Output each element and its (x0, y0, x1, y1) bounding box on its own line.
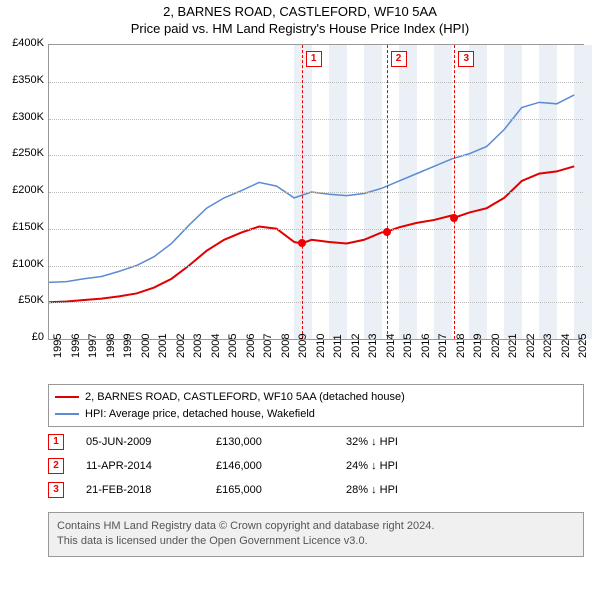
x-axis-label: 2011 (332, 334, 344, 358)
x-axis-label: 1998 (105, 334, 117, 358)
sale-delta: 32% ↓ HPI (346, 436, 398, 448)
gridline (49, 119, 583, 120)
x-axis-label: 2005 (227, 334, 239, 358)
gridline (49, 302, 583, 303)
x-axis-label: 2015 (402, 334, 414, 358)
sale-marker: 1 (306, 51, 322, 67)
sale-row: 3 21-FEB-2018£165,00028% ↓ HPI (48, 478, 584, 502)
sale-row: 1 05-JUN-2009£130,00032% ↓ HPI (48, 430, 584, 454)
title-line-1: 2, BARNES ROAD, CASTLEFORD, WF10 5AA (0, 4, 600, 21)
x-axis-label: 2021 (507, 334, 519, 358)
gridline (49, 192, 583, 193)
x-axis-label: 1999 (122, 334, 134, 358)
x-axis-label: 1995 (52, 334, 64, 358)
x-axis-label: 2009 (297, 334, 309, 358)
legend-swatch (55, 413, 79, 415)
legend-label: 2, BARNES ROAD, CASTLEFORD, WF10 5AA (de… (85, 389, 405, 406)
sale-price: £146,000 (216, 460, 346, 472)
x-axis-label: 2008 (280, 334, 292, 358)
sale-index: 1 (48, 434, 64, 450)
x-axis-label: 2020 (490, 334, 502, 358)
y-axis-label: £100K (0, 258, 46, 270)
sale-marker: 3 (458, 51, 474, 67)
gridline (49, 82, 583, 83)
y-axis-label: £200K (0, 184, 46, 196)
sale-marker: 2 (391, 51, 407, 67)
title-line-2: Price paid vs. HM Land Registry's House … (0, 21, 600, 38)
sale-date: 05-JUN-2009 (86, 436, 216, 448)
sale-delta: 24% ↓ HPI (346, 460, 398, 472)
x-axis-label: 2017 (437, 334, 449, 358)
y-axis-label: £350K (0, 74, 46, 86)
x-axis-label: 2018 (455, 334, 467, 358)
x-axis-label: 2023 (542, 334, 554, 358)
series-property (49, 166, 574, 302)
sale-price: £130,000 (216, 436, 346, 448)
chart-title: 2, BARNES ROAD, CASTLEFORD, WF10 5AA Pri… (0, 0, 600, 38)
x-axis-label: 2016 (420, 334, 432, 358)
footer-line-2: This data is licensed under the Open Gov… (57, 534, 575, 549)
x-axis-label: 2012 (350, 334, 362, 358)
x-axis-label: 1997 (87, 334, 99, 358)
x-axis-label: 2006 (245, 334, 257, 358)
legend-item-property: 2, BARNES ROAD, CASTLEFORD, WF10 5AA (de… (55, 389, 577, 406)
x-axis-label: 2007 (262, 334, 274, 358)
x-axis-label: 2000 (140, 334, 152, 358)
gridline (49, 229, 583, 230)
x-axis-label: 2004 (210, 334, 222, 358)
y-axis-label: £0 (0, 331, 46, 343)
x-axis-label: 2025 (577, 334, 589, 358)
x-axis-label: 2003 (192, 334, 204, 358)
y-axis-label: £300K (0, 111, 46, 123)
sale-date: 21-FEB-2018 (86, 484, 216, 496)
sale-vline (302, 45, 303, 339)
sale-delta: 28% ↓ HPI (346, 484, 398, 496)
series-hpi (49, 95, 574, 282)
gridline (49, 266, 583, 267)
price-chart: 1 2 3 (48, 44, 584, 340)
x-axis-label: 2022 (525, 334, 537, 358)
x-axis-label: 2001 (157, 334, 169, 358)
x-axis-label: 2013 (367, 334, 379, 358)
footer: Contains HM Land Registry data © Crown c… (48, 512, 584, 557)
legend-swatch (55, 396, 79, 398)
y-axis-label: £250K (0, 147, 46, 159)
footer-line-1: Contains HM Land Registry data © Crown c… (57, 519, 575, 534)
sale-date: 11-APR-2014 (86, 460, 216, 472)
x-axis-label: 2014 (385, 334, 397, 358)
legend-item-hpi: HPI: Average price, detached house, Wake… (55, 406, 577, 423)
x-axis-label: 2024 (560, 334, 572, 358)
sale-vline (454, 45, 455, 339)
x-axis-label: 2019 (472, 334, 484, 358)
sale-price: £165,000 (216, 484, 346, 496)
gridline (49, 155, 583, 156)
sale-index: 2 (48, 458, 64, 474)
x-axis-label: 2002 (175, 334, 187, 358)
y-axis-label: £400K (0, 37, 46, 49)
sale-point (383, 228, 391, 236)
y-axis-label: £50K (0, 294, 46, 306)
sale-vline (387, 45, 388, 339)
x-axis-label: 2010 (315, 334, 327, 358)
sale-point (450, 214, 458, 222)
sales-table: 1 05-JUN-2009£130,00032% ↓ HPI 2 11-APR-201… (48, 430, 584, 502)
sale-index: 3 (48, 482, 64, 498)
y-axis-label: £150K (0, 221, 46, 233)
legend-label: HPI: Average price, detached house, Wake… (85, 406, 315, 423)
x-axis-label: 1996 (70, 334, 82, 358)
sale-row: 2 11-APR-2014£146,00024% ↓ HPI (48, 454, 584, 478)
legend: 2, BARNES ROAD, CASTLEFORD, WF10 5AA (de… (48, 384, 584, 427)
